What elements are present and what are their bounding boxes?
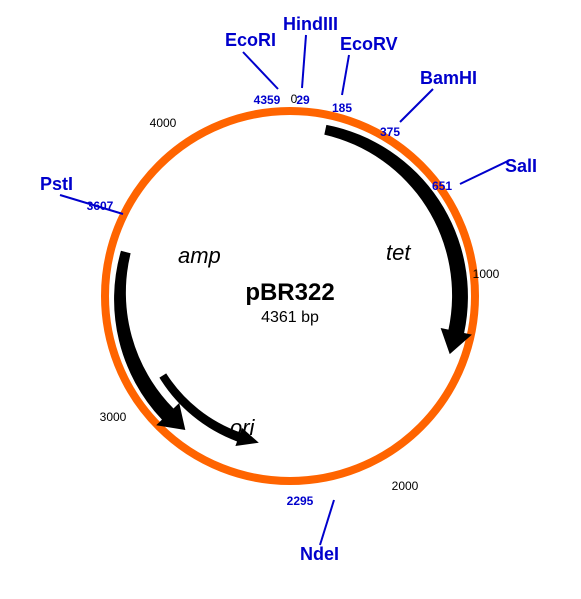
restriction-site-pos: 4359 xyxy=(254,93,281,107)
site-leader xyxy=(320,500,334,545)
gene-label: tet xyxy=(386,240,411,265)
bp-mark: 1000 xyxy=(473,267,500,281)
restriction-site-pos: 29 xyxy=(296,93,310,107)
site-leader xyxy=(460,160,510,184)
site-leader xyxy=(302,35,306,88)
restriction-site-pos: 375 xyxy=(380,125,400,139)
plasmid-map: 01000200030004000 EcoRI4359HindIII29EcoR… xyxy=(0,0,581,599)
plasmid-size: 4361 bp xyxy=(261,309,319,326)
gene-arrow xyxy=(114,251,185,430)
restriction-site-pos: 2295 xyxy=(287,494,314,508)
plasmid-name: pBR322 xyxy=(245,279,334,306)
restriction-site-name: BamHI xyxy=(420,68,477,88)
bp-mark: 4000 xyxy=(150,116,177,130)
restriction-site-pos: 185 xyxy=(332,101,352,115)
site-leader xyxy=(243,52,278,89)
gene-label: amp xyxy=(178,243,221,268)
restriction-site-name: EcoRI xyxy=(225,30,276,50)
restriction-site-pos: 651 xyxy=(432,179,452,193)
site-leader xyxy=(342,55,349,95)
restriction-site-name: PstI xyxy=(40,174,73,194)
restriction-site-name: HindIII xyxy=(283,14,338,34)
bp-mark: 2000 xyxy=(392,479,419,493)
restriction-site-name: SalI xyxy=(505,156,537,176)
site-leader xyxy=(400,89,433,122)
restriction-site-pos: 3607 xyxy=(87,199,114,213)
bp-mark: 3000 xyxy=(100,410,127,424)
gene-label: ori xyxy=(230,415,256,440)
restriction-site-name: NdeI xyxy=(300,544,339,564)
restriction-site-name: EcoRV xyxy=(340,34,398,54)
